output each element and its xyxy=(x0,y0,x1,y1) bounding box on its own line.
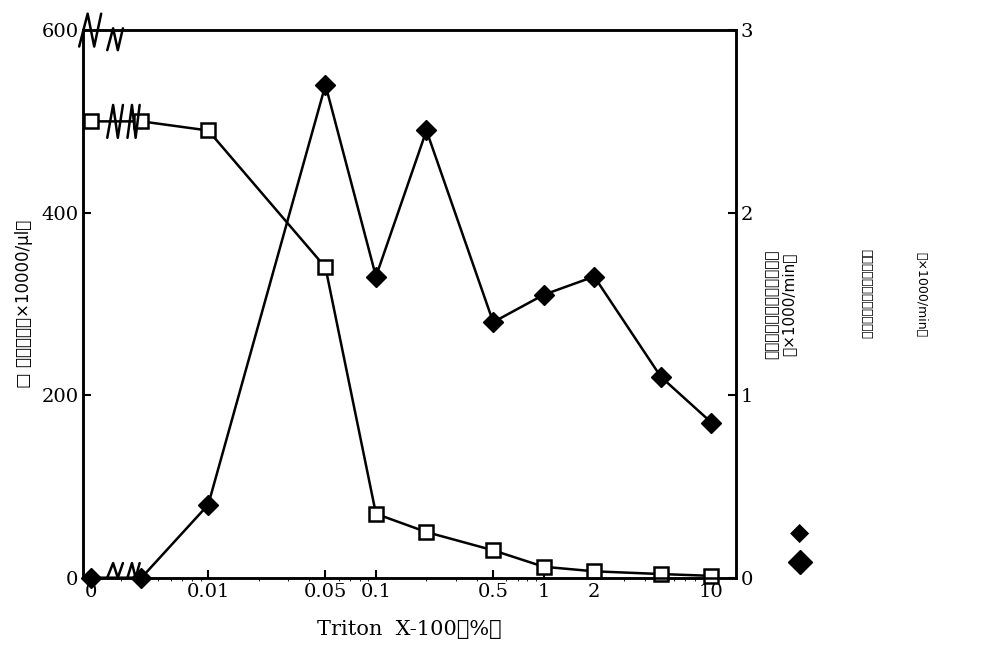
Text: （×1000/min）: （×1000/min） xyxy=(914,252,928,337)
Y-axis label: □ 细胞数量（×10000/μl）: □ 细胞数量（×10000/μl） xyxy=(15,220,33,388)
Text: 計数的白細胞細胞核的数量: 計数的白細胞細胞核的数量 xyxy=(859,249,873,339)
Y-axis label: 計数的白細胞細胞核的数量
（×1000/min）: 計数的白細胞細胞核的数量 （×1000/min） xyxy=(764,249,797,358)
X-axis label: Triton  X-100（%）: Triton X-100（%） xyxy=(318,620,502,639)
Text: ◆: ◆ xyxy=(790,521,810,545)
